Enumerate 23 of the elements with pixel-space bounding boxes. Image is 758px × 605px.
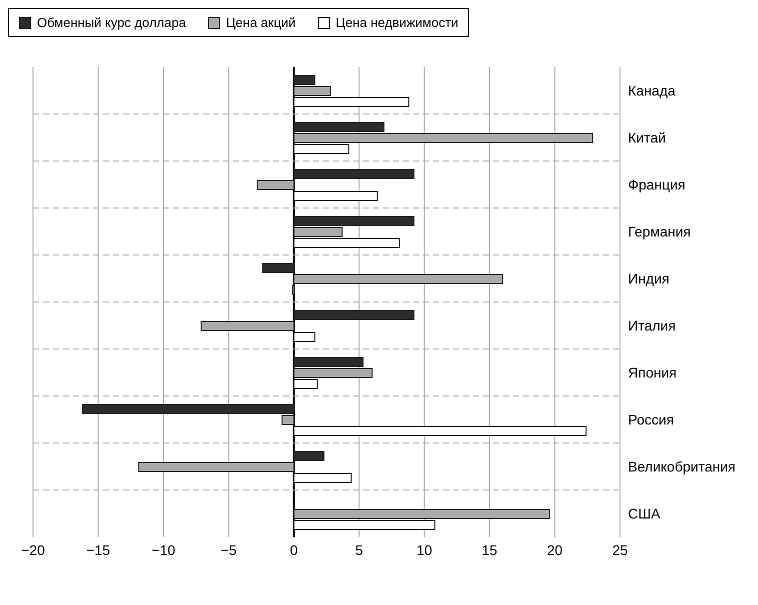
legend-label: Обменный курс доллара — [37, 15, 186, 30]
y-tick-label: Китай — [628, 129, 666, 146]
y-tick-label: США — [628, 505, 661, 522]
legend-label: Цена недвижимости — [336, 15, 458, 30]
y-tick-label: Великобритания — [628, 458, 736, 474]
x-tick-label: 0 — [290, 542, 298, 558]
y-tick-label: Франция — [628, 176, 686, 192]
y-tick-label: Канада — [628, 82, 676, 98]
y-tick-label: Германия — [628, 223, 691, 240]
x-tick-label: 15 — [482, 542, 498, 558]
legend-label: Цена акций — [226, 15, 296, 30]
x-tick-label: −20 — [21, 542, 46, 558]
x-tick-label: 5 — [355, 542, 364, 558]
y-tick-label: Япония — [628, 364, 677, 380]
x-tick-label: −10 — [152, 542, 176, 558]
x-tick-label: 10 — [416, 542, 432, 558]
y-tick-label: Италия — [628, 317, 676, 334]
y-tick-label: Россия — [628, 411, 674, 428]
x-tick-label: 20 — [546, 542, 563, 558]
x-tick-label: −15 — [86, 542, 110, 558]
y-tick-label: Индия — [628, 270, 670, 286]
x-tick-label: 25 — [612, 542, 628, 558]
x-tick-label: −5 — [220, 542, 237, 558]
